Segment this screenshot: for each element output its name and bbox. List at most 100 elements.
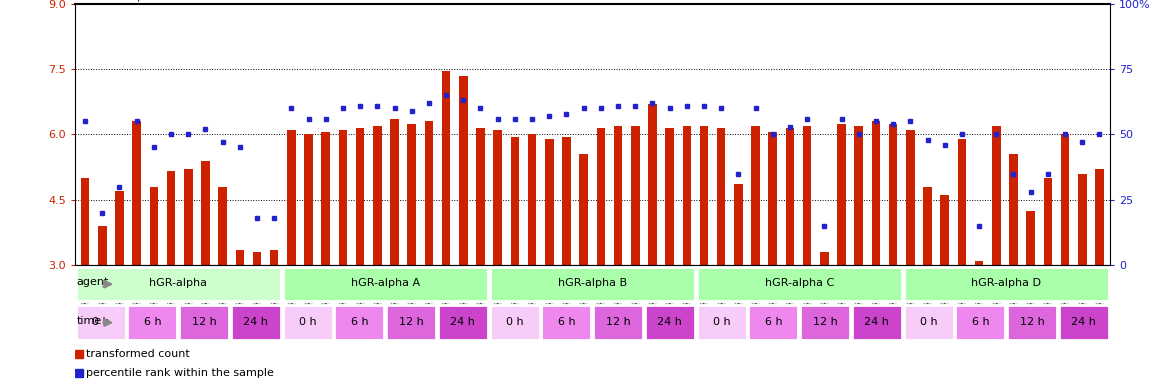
Bar [803, 126, 812, 265]
Bar [150, 187, 159, 265]
Bar [283, 305, 332, 340]
Bar [682, 126, 691, 265]
Bar [631, 126, 639, 265]
Bar [751, 126, 760, 265]
Bar [493, 130, 503, 265]
Bar [322, 132, 330, 265]
Text: 12 h: 12 h [813, 317, 837, 327]
Bar [716, 128, 726, 265]
Bar [390, 119, 399, 265]
Bar [545, 139, 553, 265]
Bar [490, 267, 695, 301]
Bar [958, 139, 966, 265]
Bar [872, 121, 880, 265]
Text: transformed count: transformed count [86, 349, 190, 359]
Bar [386, 305, 436, 340]
Bar [1095, 169, 1104, 265]
Text: 12 h: 12 h [399, 317, 423, 327]
Bar [373, 126, 382, 265]
Bar [854, 126, 862, 265]
Bar [699, 126, 708, 265]
Bar [542, 305, 591, 340]
Bar [288, 130, 296, 265]
Text: 0 h: 0 h [506, 317, 523, 327]
Bar [511, 137, 519, 265]
Bar [768, 132, 777, 265]
Text: 6 h: 6 h [558, 317, 575, 327]
Text: 24 h: 24 h [865, 317, 889, 327]
Bar [941, 195, 949, 265]
Text: 12 h: 12 h [192, 317, 216, 327]
Bar [666, 128, 674, 265]
Bar [459, 76, 468, 265]
Text: 12 h: 12 h [606, 317, 630, 327]
Text: hGR-alpha B: hGR-alpha B [558, 278, 627, 288]
Text: 0 h: 0 h [299, 317, 316, 327]
Bar [407, 124, 416, 265]
Bar [1010, 154, 1018, 265]
Bar [734, 184, 743, 265]
Bar [904, 267, 1109, 301]
Text: percentile rank within the sample: percentile rank within the sample [86, 368, 274, 379]
Text: 0 h: 0 h [920, 317, 937, 327]
Bar [975, 261, 983, 265]
Bar [1043, 178, 1052, 265]
Bar [904, 305, 953, 340]
Text: hGR-alpha D: hGR-alpha D [972, 278, 1041, 288]
Bar [889, 124, 897, 265]
Text: 0 h: 0 h [92, 317, 109, 327]
Text: 6 h: 6 h [972, 317, 989, 327]
Text: agent: agent [77, 277, 109, 287]
Text: 6 h: 6 h [351, 317, 368, 327]
Bar [283, 267, 488, 301]
Text: hGR-alpha C: hGR-alpha C [765, 278, 834, 288]
Bar [1026, 210, 1035, 265]
Text: 6 h: 6 h [765, 317, 782, 327]
Bar [270, 250, 278, 265]
Bar [820, 252, 829, 265]
Bar [253, 252, 261, 265]
Bar [442, 71, 451, 265]
Bar [956, 305, 1005, 340]
Bar [1078, 174, 1087, 265]
Bar [580, 154, 588, 265]
Bar [1060, 134, 1070, 265]
Bar [645, 305, 695, 340]
Bar [490, 305, 539, 340]
Bar [593, 305, 643, 340]
Bar [424, 121, 434, 265]
Text: 24 h: 24 h [1072, 317, 1096, 327]
Bar [76, 267, 281, 301]
Bar [649, 104, 657, 265]
Bar [749, 305, 798, 340]
Bar [597, 128, 605, 265]
Bar [992, 126, 1000, 265]
Text: 0 h: 0 h [713, 317, 730, 327]
Bar [115, 191, 124, 265]
Bar [837, 124, 846, 265]
Bar [184, 169, 192, 265]
Text: hGR-alpha: hGR-alpha [150, 278, 207, 288]
Bar [476, 128, 485, 265]
Bar [800, 305, 850, 340]
Bar [236, 250, 244, 265]
Text: 6 h: 6 h [144, 317, 161, 327]
Text: time: time [77, 316, 102, 326]
Bar [167, 171, 175, 265]
Bar [355, 128, 365, 265]
Bar [1059, 305, 1109, 340]
Bar [697, 305, 746, 340]
Text: GDS3432 / 36953: GDS3432 / 36953 [75, 0, 185, 3]
Bar [785, 128, 795, 265]
Text: 24 h: 24 h [451, 317, 475, 327]
Text: 24 h: 24 h [658, 317, 682, 327]
Bar [1007, 305, 1057, 340]
Text: hGR-alpha A: hGR-alpha A [351, 278, 420, 288]
Bar [231, 305, 281, 340]
Bar [98, 226, 107, 265]
Text: 24 h: 24 h [244, 317, 268, 327]
Bar [218, 187, 227, 265]
Bar [335, 305, 384, 340]
Text: 12 h: 12 h [1020, 317, 1044, 327]
Bar [562, 137, 570, 265]
